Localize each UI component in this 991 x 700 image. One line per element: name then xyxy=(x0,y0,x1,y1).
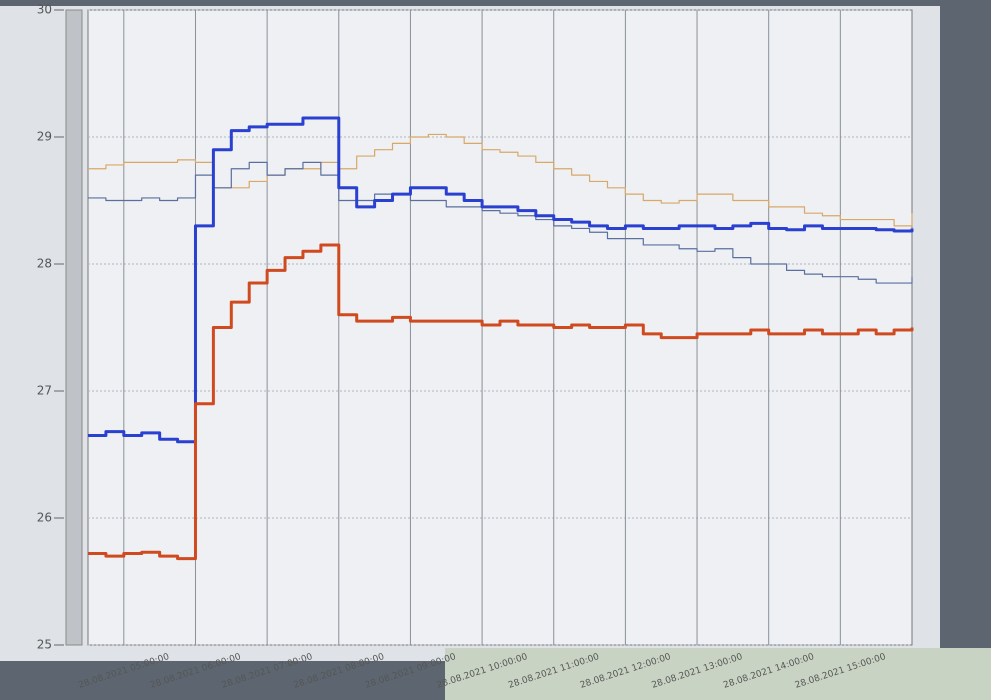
y-tick-label: 28 xyxy=(37,257,52,271)
plot-area xyxy=(87,9,913,646)
y-tick-label: 27 xyxy=(37,384,52,398)
y-tick-label: 29 xyxy=(37,130,52,144)
series-line xyxy=(88,161,913,284)
series-line xyxy=(88,116,914,444)
series-line xyxy=(88,243,914,561)
series-line xyxy=(88,133,913,227)
scrollbar xyxy=(65,9,83,646)
y-tick-label: 26 xyxy=(37,511,52,525)
y-tick-label: 30 xyxy=(37,3,52,17)
foreground-object xyxy=(445,648,991,700)
grid-layer xyxy=(88,9,912,646)
y-tick-label: 25 xyxy=(37,638,52,652)
line-layer xyxy=(88,116,914,561)
